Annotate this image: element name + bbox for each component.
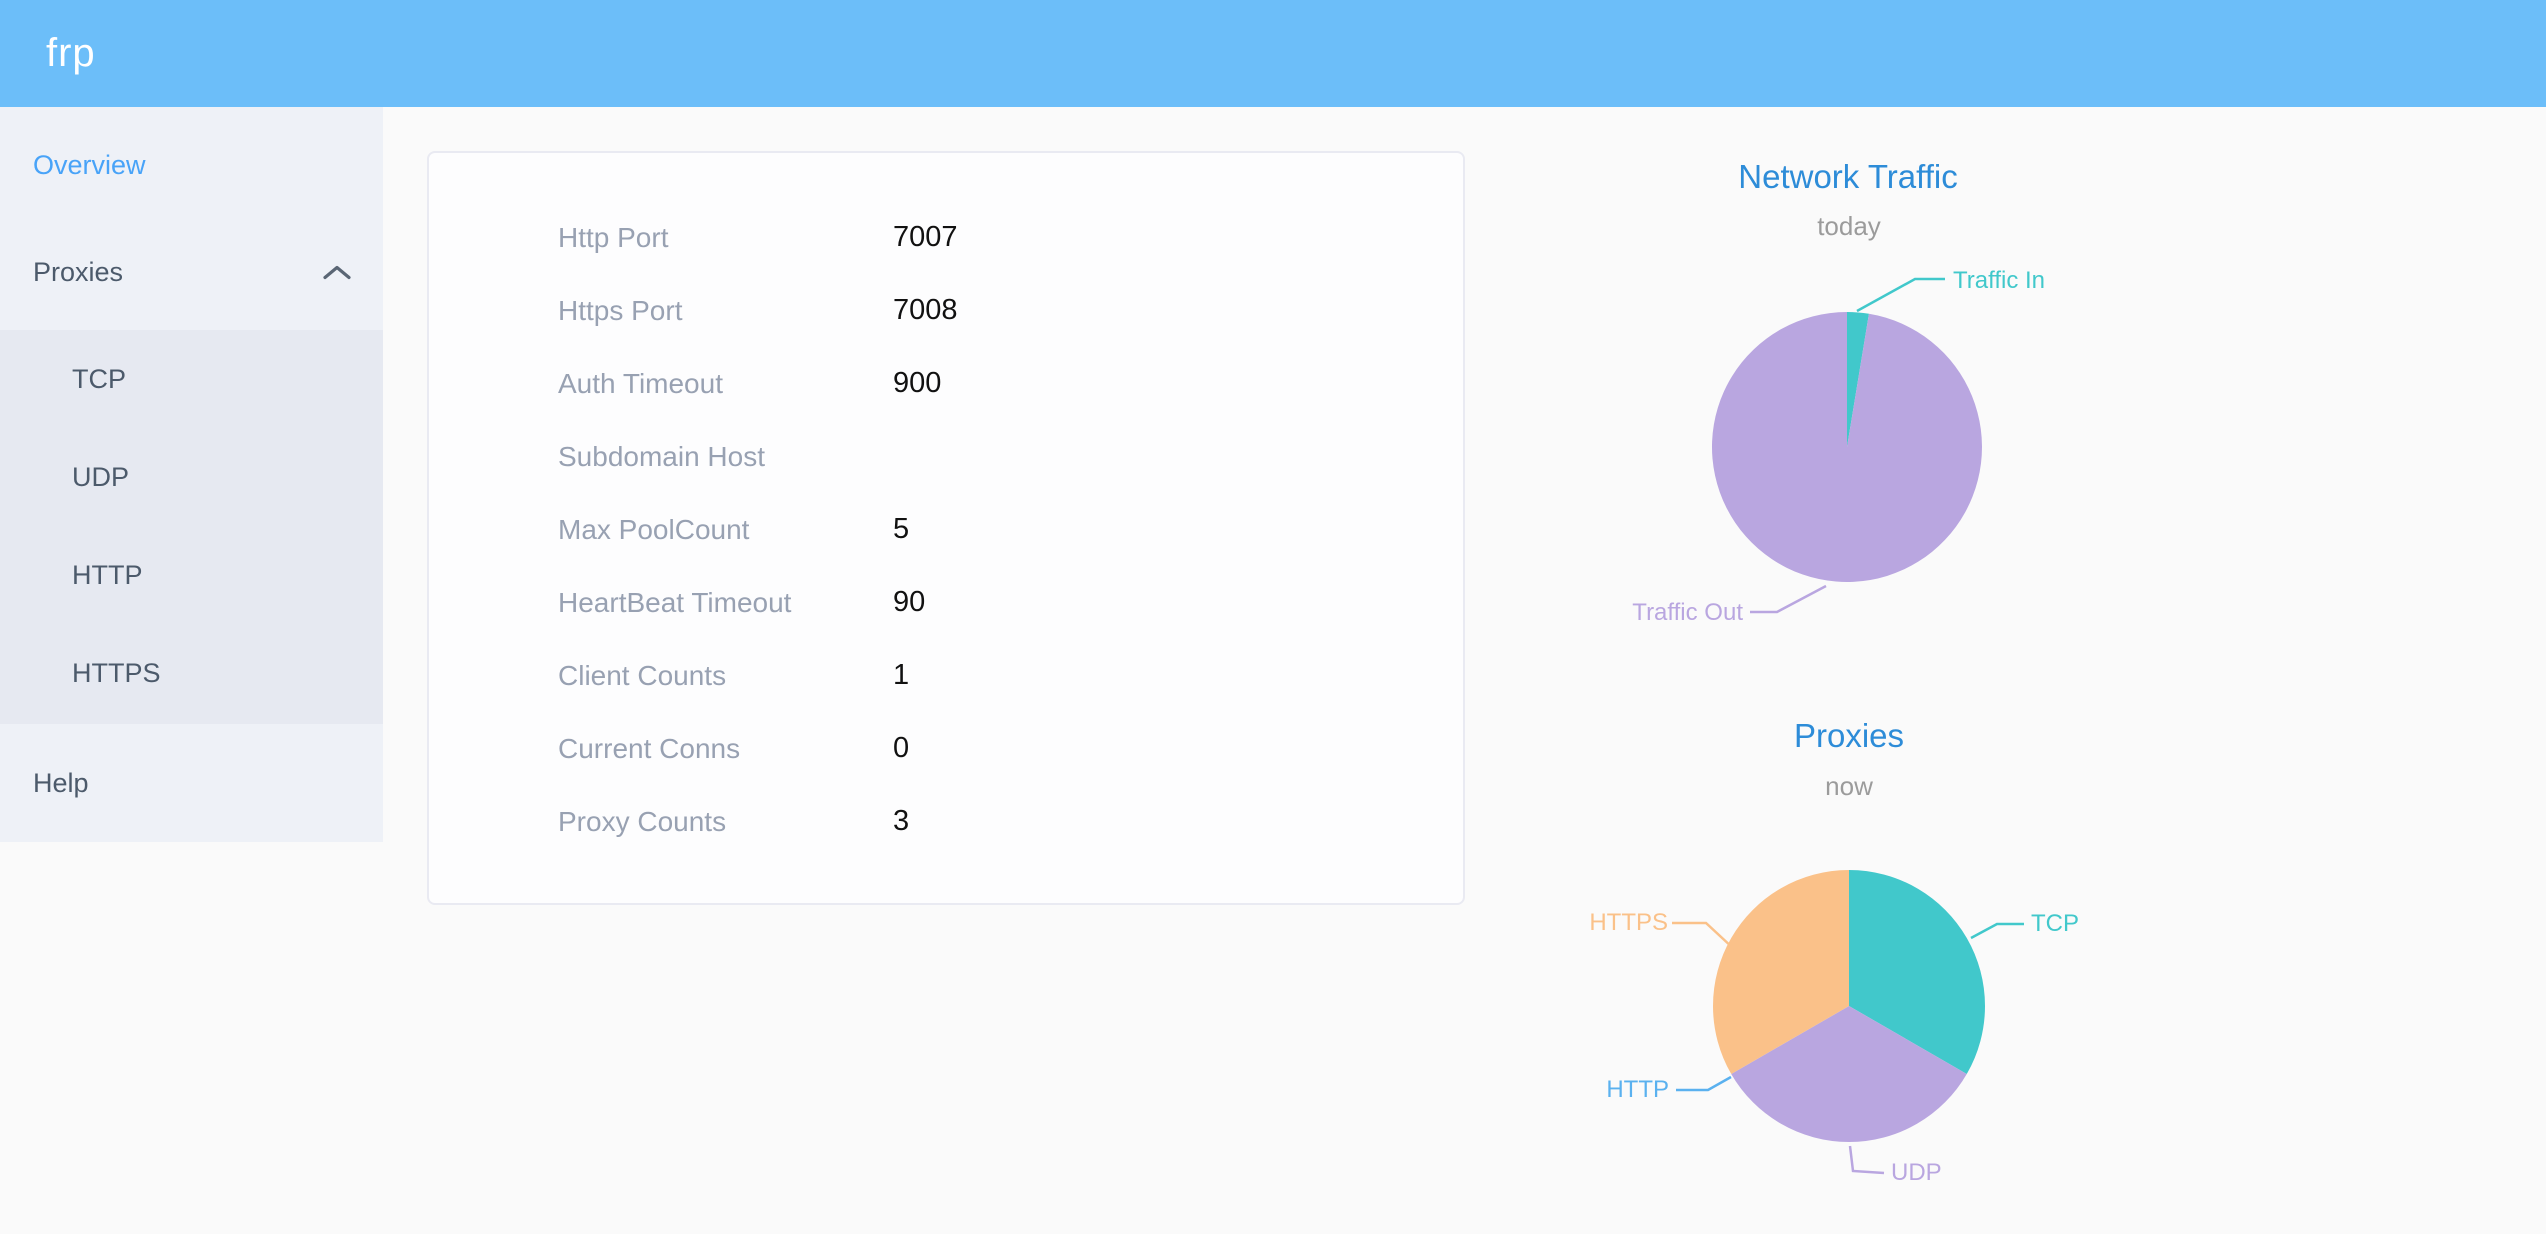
sidebar-item-overview[interactable]: Overview	[0, 115, 383, 215]
proxies-chart-subtitle: now	[1825, 771, 1873, 801]
sidebar-item-udp[interactable]: UDP	[0, 428, 383, 526]
info-value: 7007	[893, 221, 958, 253]
chevron-up-icon	[322, 257, 352, 288]
proxies-submenu-background	[0, 330, 383, 724]
info-value: 90	[893, 586, 926, 618]
info-row-auth-timeout: Auth Timeout 900	[429, 347, 1463, 420]
info-row-client-counts: Client Counts 1	[429, 639, 1463, 712]
sidebar-item-tcp[interactable]: TCP	[0, 330, 383, 428]
sidebar-item-label: HTTPS	[72, 657, 161, 688]
info-row-proxy-counts: Proxy Counts 3	[429, 785, 1463, 858]
info-row-max-poolcount: Max PoolCount 5	[429, 493, 1463, 566]
sidebar-item-label: Overview	[33, 149, 146, 180]
info-label: Http Port	[558, 221, 669, 253]
info-value: 7008	[893, 294, 958, 326]
info-row-subdomain-host: Subdomain Host	[429, 420, 1463, 493]
traffic-in-label: Traffic In	[1953, 267, 2046, 294]
info-row-heartbeat-timeout: HeartBeat Timeout 90	[429, 566, 1463, 639]
https-leader-line	[1672, 921, 1735, 950]
http-leader-line	[1676, 1075, 1732, 1092]
sidebar-item-help[interactable]: Help	[0, 724, 383, 842]
udp-slice-label: UDP	[1891, 1159, 1942, 1186]
info-value: 0	[893, 732, 910, 764]
info-row-http-port: Http Port 7007	[429, 201, 1463, 274]
pie-slice-https[interactable]	[1712, 870, 1849, 1074]
info-label: Auth Timeout	[558, 367, 723, 399]
pie-slice-traffic-in[interactable]	[1847, 312, 1869, 447]
info-label: Max PoolCount	[558, 513, 750, 545]
traffic-in-leader-line	[1856, 277, 1945, 313]
traffic-out-leader-line	[1750, 584, 1827, 614]
network-traffic-chart-subtitle: today	[1817, 211, 1881, 241]
sidebar-item-label: Proxies	[33, 256, 124, 287]
sidebar-item-label: HTTP	[72, 559, 143, 590]
http-slice-label: HTTP	[1606, 1076, 1669, 1103]
proxies-chart-title: Proxies	[1793, 717, 1905, 754]
sidebar-item-proxies[interactable]: Proxies	[0, 222, 383, 322]
info-label: HeartBeat Timeout	[558, 586, 792, 618]
sidebar-item-label: Help	[33, 767, 89, 798]
sidebar: Overview Proxies TCP UDP HTTP HTTPS Help	[0, 107, 383, 842]
app-header: frp	[0, 0, 2546, 107]
info-row-https-port: Https Port 7008	[429, 274, 1463, 347]
info-value: 3	[893, 805, 910, 837]
app-logo: frp	[46, 31, 96, 75]
sidebar-item-http[interactable]: HTTP	[0, 526, 383, 624]
tcp-leader-line	[1970, 922, 2024, 940]
traffic-out-label: Traffic Out	[1632, 599, 1743, 626]
sidebar-item-label: TCP	[72, 363, 126, 394]
info-row-current-conns: Current Conns 0	[429, 712, 1463, 785]
server-info-card: Http Port 7007 Https Port 7008 Auth Time…	[427, 151, 1465, 905]
pie-slice-tcp[interactable]	[1849, 869, 1986, 1074]
info-label: Proxy Counts	[558, 805, 727, 837]
sidebar-item-label: UDP	[72, 461, 130, 492]
pie-slice-udp[interactable]	[1731, 1006, 1967, 1143]
proxies-pie[interactable]	[1712, 869, 1986, 1143]
info-label: Current Conns	[558, 732, 741, 764]
info-value: 5	[893, 513, 910, 545]
network-traffic-chart-title: Network Traffic	[1738, 158, 1958, 195]
info-value: 900	[893, 367, 942, 399]
info-label: Client Counts	[558, 659, 727, 691]
sidebar-item-https[interactable]: HTTPS	[0, 624, 383, 722]
pie-slice-traffic-out[interactable]	[1711, 312, 1982, 582]
info-value: 1	[893, 659, 910, 691]
info-label: Subdomain Host	[558, 440, 766, 472]
udp-leader-line	[1848, 1145, 1885, 1175]
https-slice-label: HTTPS	[1589, 909, 1668, 936]
info-label: Https Port	[558, 294, 683, 326]
tcp-slice-label: TCP	[2031, 910, 2079, 937]
network-traffic-pie[interactable]	[1711, 312, 1982, 582]
